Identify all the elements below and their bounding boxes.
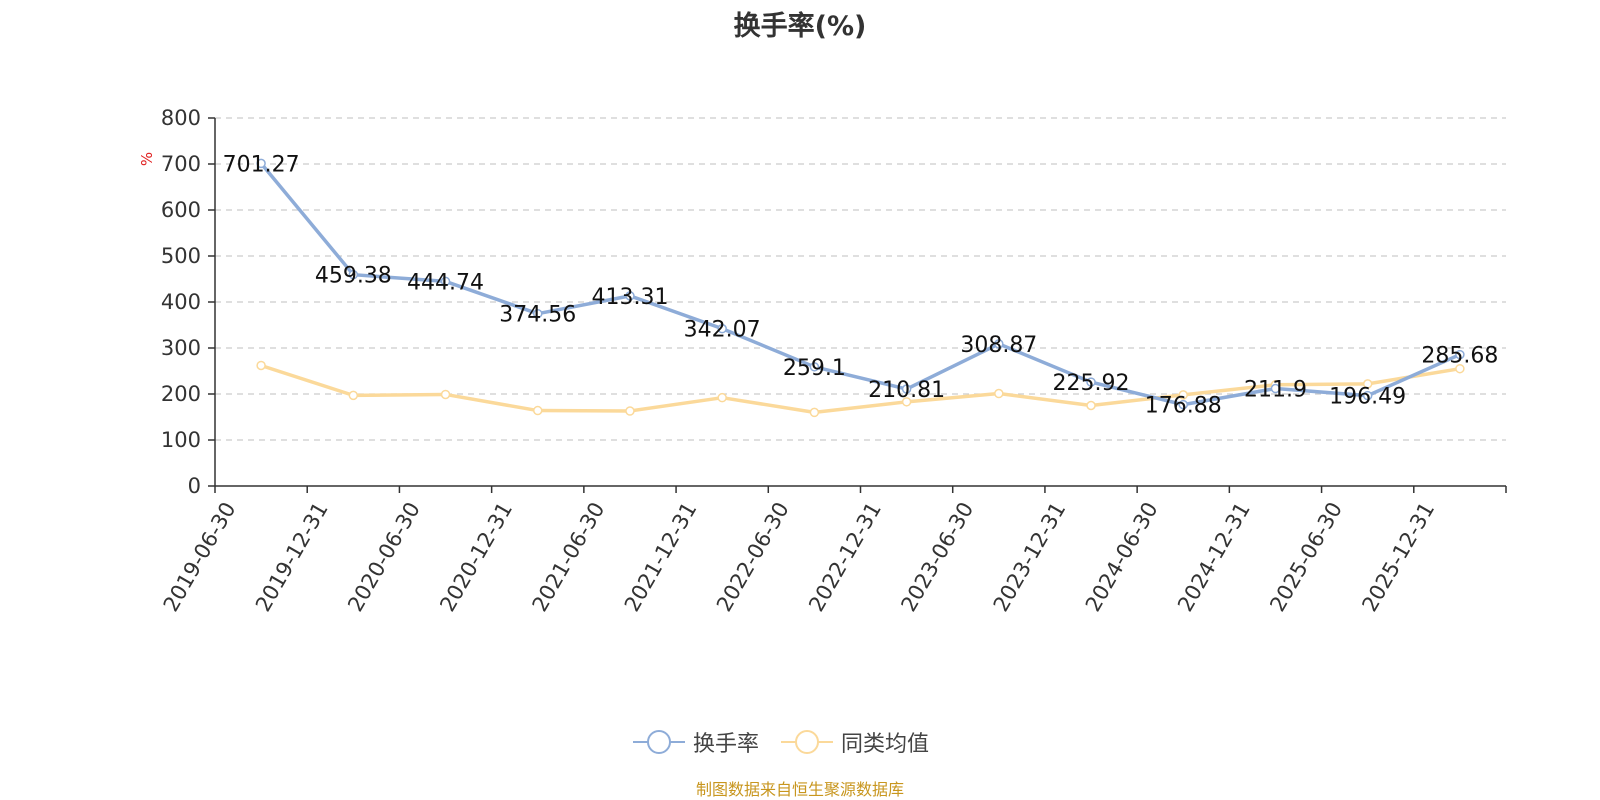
y-tick-label: 500 <box>161 244 201 268</box>
data-point <box>1455 349 1465 360</box>
x-tick-label: 2019-06-30 <box>159 498 241 616</box>
y-axis-unit-label: % <box>138 152 156 166</box>
y-tick-label: 300 <box>161 336 201 360</box>
y-tick-label: 600 <box>161 198 201 222</box>
data-label: 459.38 <box>315 264 392 289</box>
data-point <box>901 384 912 394</box>
data-label: 342.07 <box>684 318 761 343</box>
data-point <box>533 308 543 319</box>
legend-item-turnover[interactable]: 换手率 <box>633 722 759 762</box>
source-note: 制图数据来自恒生聚源数据库 <box>695 780 904 799</box>
data-point <box>348 390 359 401</box>
data-point <box>256 360 266 371</box>
data-label: 701.27 <box>223 152 300 177</box>
data-point <box>1362 379 1373 389</box>
y-tick-label: 400 <box>161 290 201 314</box>
legend-label-turnover: 换手率 <box>693 732 760 757</box>
data-point <box>1455 363 1465 374</box>
legend-marker-icon <box>781 730 833 754</box>
data-point <box>901 397 912 407</box>
x-tick-label: 2021-06-30 <box>528 498 610 616</box>
data-point <box>1178 390 1188 400</box>
data-point <box>625 291 635 301</box>
data-point <box>809 407 820 418</box>
data-label: 225.92 <box>1053 371 1130 396</box>
data-label: 285.68 <box>1421 344 1498 369</box>
data-label: 259.1 <box>783 356 846 381</box>
x-tick-label: 2024-06-30 <box>1081 498 1163 616</box>
legend-item-peer-average[interactable]: 同类均值 <box>781 722 929 762</box>
legend-label-peer-average: 同类均值 <box>841 732 930 757</box>
data-label: 211.9 <box>1244 378 1307 403</box>
y-tick-label: 200 <box>161 382 201 406</box>
y-tick-label: 0 <box>188 474 201 498</box>
x-tick-label: 2025-06-30 <box>1265 498 1347 616</box>
chart-title: 换手率(%) <box>733 11 867 42</box>
data-point <box>1362 390 1373 401</box>
x-tick-label: 2023-12-31 <box>989 498 1071 616</box>
x-tick-label: 2022-12-31 <box>804 498 886 616</box>
data-point <box>1270 383 1281 394</box>
x-tick-label: 2019-12-31 <box>251 498 333 616</box>
data-point <box>625 406 635 416</box>
label-layer: 701.27 459.38 444.74 374.56 413.31 342.07 259.… <box>223 152 1499 418</box>
data-point <box>717 323 727 334</box>
data-label: 176.88 <box>1145 394 1222 419</box>
x-tick-label: 2020-12-31 <box>435 498 517 616</box>
x-tick-label: 2020-06-30 <box>343 498 425 616</box>
data-point <box>256 158 266 169</box>
data-point <box>994 388 1004 399</box>
x-tick-label: 2023-06-30 <box>896 498 978 616</box>
data-point <box>440 276 451 287</box>
data-point <box>1086 400 1096 411</box>
series-line-0 <box>259 161 1462 407</box>
data-point <box>533 405 543 416</box>
data-label: 210.81 <box>868 378 945 403</box>
y-tick-label: 700 <box>161 152 201 176</box>
data-point <box>994 339 1004 349</box>
data-label: 308.87 <box>960 333 1037 358</box>
data-label: 374.56 <box>499 303 576 328</box>
legend: 换手率 同类均值 <box>0 722 1600 762</box>
x-tick-label: 2021-12-31 <box>620 498 702 616</box>
data-label: 413.31 <box>591 285 668 310</box>
legend-marker-icon <box>633 730 685 754</box>
data-label: 444.74 <box>407 270 484 295</box>
data-label: 196.49 <box>1329 385 1406 410</box>
data-point <box>1086 377 1096 387</box>
data-point <box>717 392 727 403</box>
x-tick-label: 2022-06-30 <box>712 498 794 616</box>
series-layer <box>256 158 1465 418</box>
data-point <box>348 269 359 280</box>
series-line-1 <box>259 363 1462 415</box>
data-point <box>440 389 451 400</box>
data-point <box>1178 399 1188 410</box>
y-tick-label: 100 <box>161 428 201 452</box>
data-point <box>809 362 820 372</box>
y-tick-label: 800 <box>161 106 201 130</box>
x-tick-label: 2025-12-31 <box>1357 498 1439 616</box>
x-tick-label: 2024-12-31 <box>1173 498 1255 616</box>
